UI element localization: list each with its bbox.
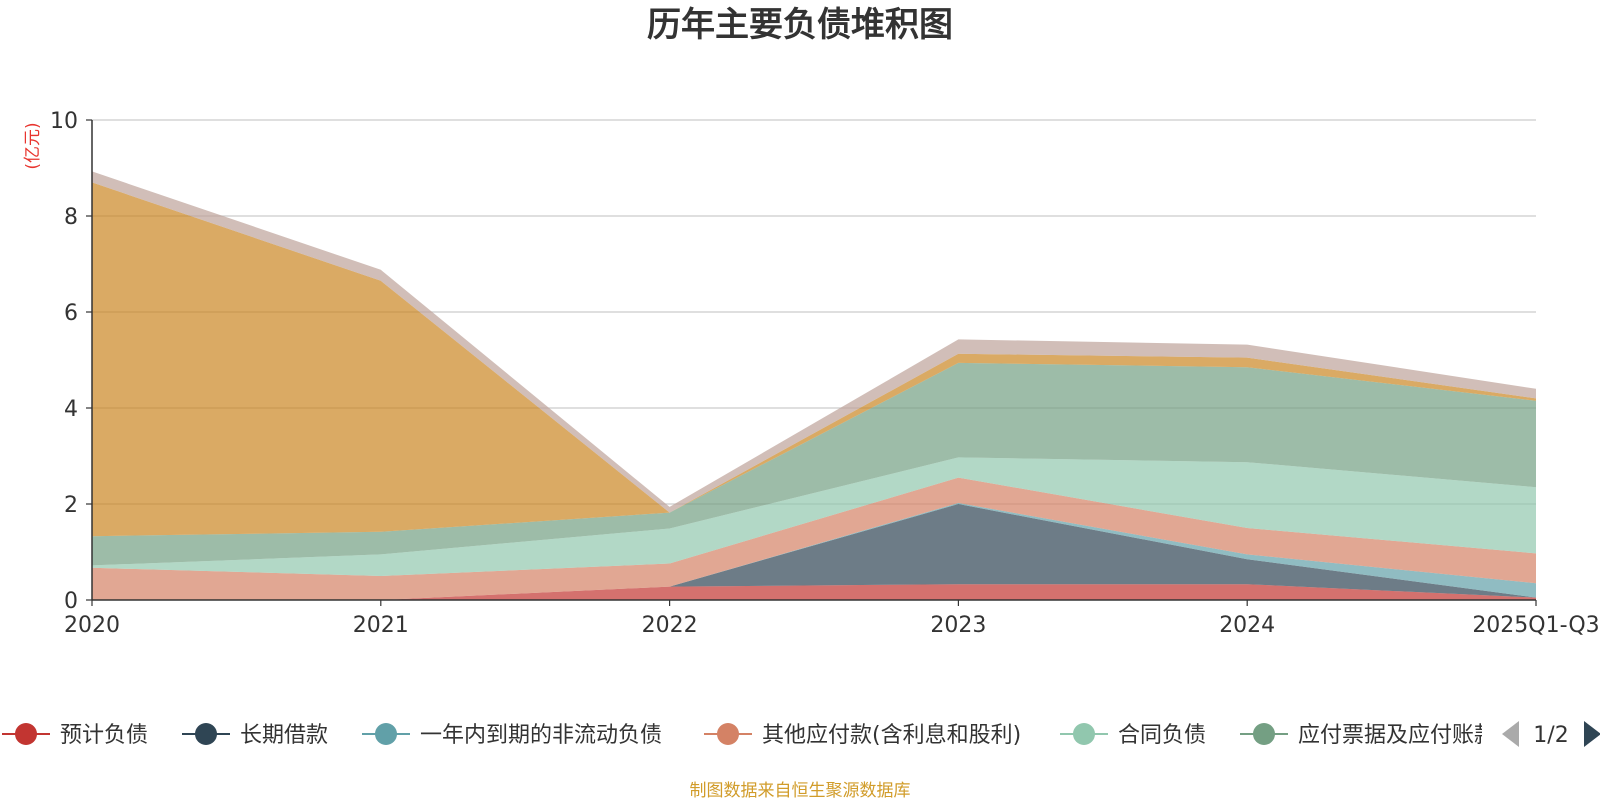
area-2 [92,504,1536,600]
legend-label: 合同负债 [1118,723,1206,748]
legend-item[interactable]: 长期借款 [182,723,328,748]
y-tick-label: 6 [64,301,78,326]
legend-label: 一年内到期的非流动负债 [420,723,662,748]
legend-marker-icon [1073,723,1095,745]
legend-label: 预计负债 [60,723,148,748]
legend-label: 应付票据及应付账款 [1298,723,1496,748]
y-tick-label: 0 [64,589,78,614]
legend-marker-icon [1253,723,1275,745]
y-tick-label: 10 [50,109,78,134]
x-tick-label: 2021 [353,613,409,638]
pager-next-icon[interactable] [1584,721,1600,747]
legend-item[interactable]: 一年内到期的非流动负债 [362,723,662,748]
legend-item[interactable]: 预计负债 [2,723,148,748]
legend-item[interactable]: 应付票据及应付账款 [1240,723,1496,748]
area-4 [92,477,1536,600]
y-axis-unit-label: (亿元) [23,122,43,169]
pager-prev-icon[interactable] [1502,721,1519,747]
area-5 [92,457,1536,576]
area-series [92,171,1536,600]
x-tick-label: 2020 [64,613,120,638]
x-tick-label: 2025Q1-Q3 [1472,613,1599,638]
legend-item[interactable]: 其他应付款(含利息和股利) [704,723,1021,748]
legend-label: 长期借款 [240,723,328,748]
x-tick-label: 2024 [1219,613,1275,638]
legend[interactable]: 预计负债 长期借款 一年内到期的非流动负债 其他应付款(含利息和股利) 合同负债 应付票据… [2,723,1496,748]
legend-pager[interactable]: 1/2 [1502,721,1600,748]
x-tick-labels: 2020 2021 2022 2023 2024 2025Q1-Q3 [64,600,1600,638]
x-tick-label: 2023 [930,613,986,638]
pager-text: 1/2 [1533,723,1568,748]
legend-marker-icon [375,723,397,745]
legend-marker-icon [15,723,37,745]
legend-item[interactable]: 合同负债 [1060,723,1206,748]
chart-title: 历年主要负债堆积图 [647,5,953,45]
area-1 [92,584,1536,600]
y-tick-label: 4 [64,397,78,422]
y-tick-label: 2 [64,493,78,518]
x-tick-label: 2022 [642,613,698,638]
legend-marker-icon [195,723,217,745]
legend-label: 其他应付款(含利息和股利) [762,723,1021,748]
legend-marker-icon [717,723,739,745]
area-7 [92,182,1536,537]
area-6 [92,362,1536,566]
data-source-note: 制图数据来自恒生聚源数据库 [690,781,911,800]
y-tick-label: 8 [64,205,78,230]
axes [91,120,1536,601]
y-tick-labels: 0 2 4 6 8 10 [50,109,78,614]
